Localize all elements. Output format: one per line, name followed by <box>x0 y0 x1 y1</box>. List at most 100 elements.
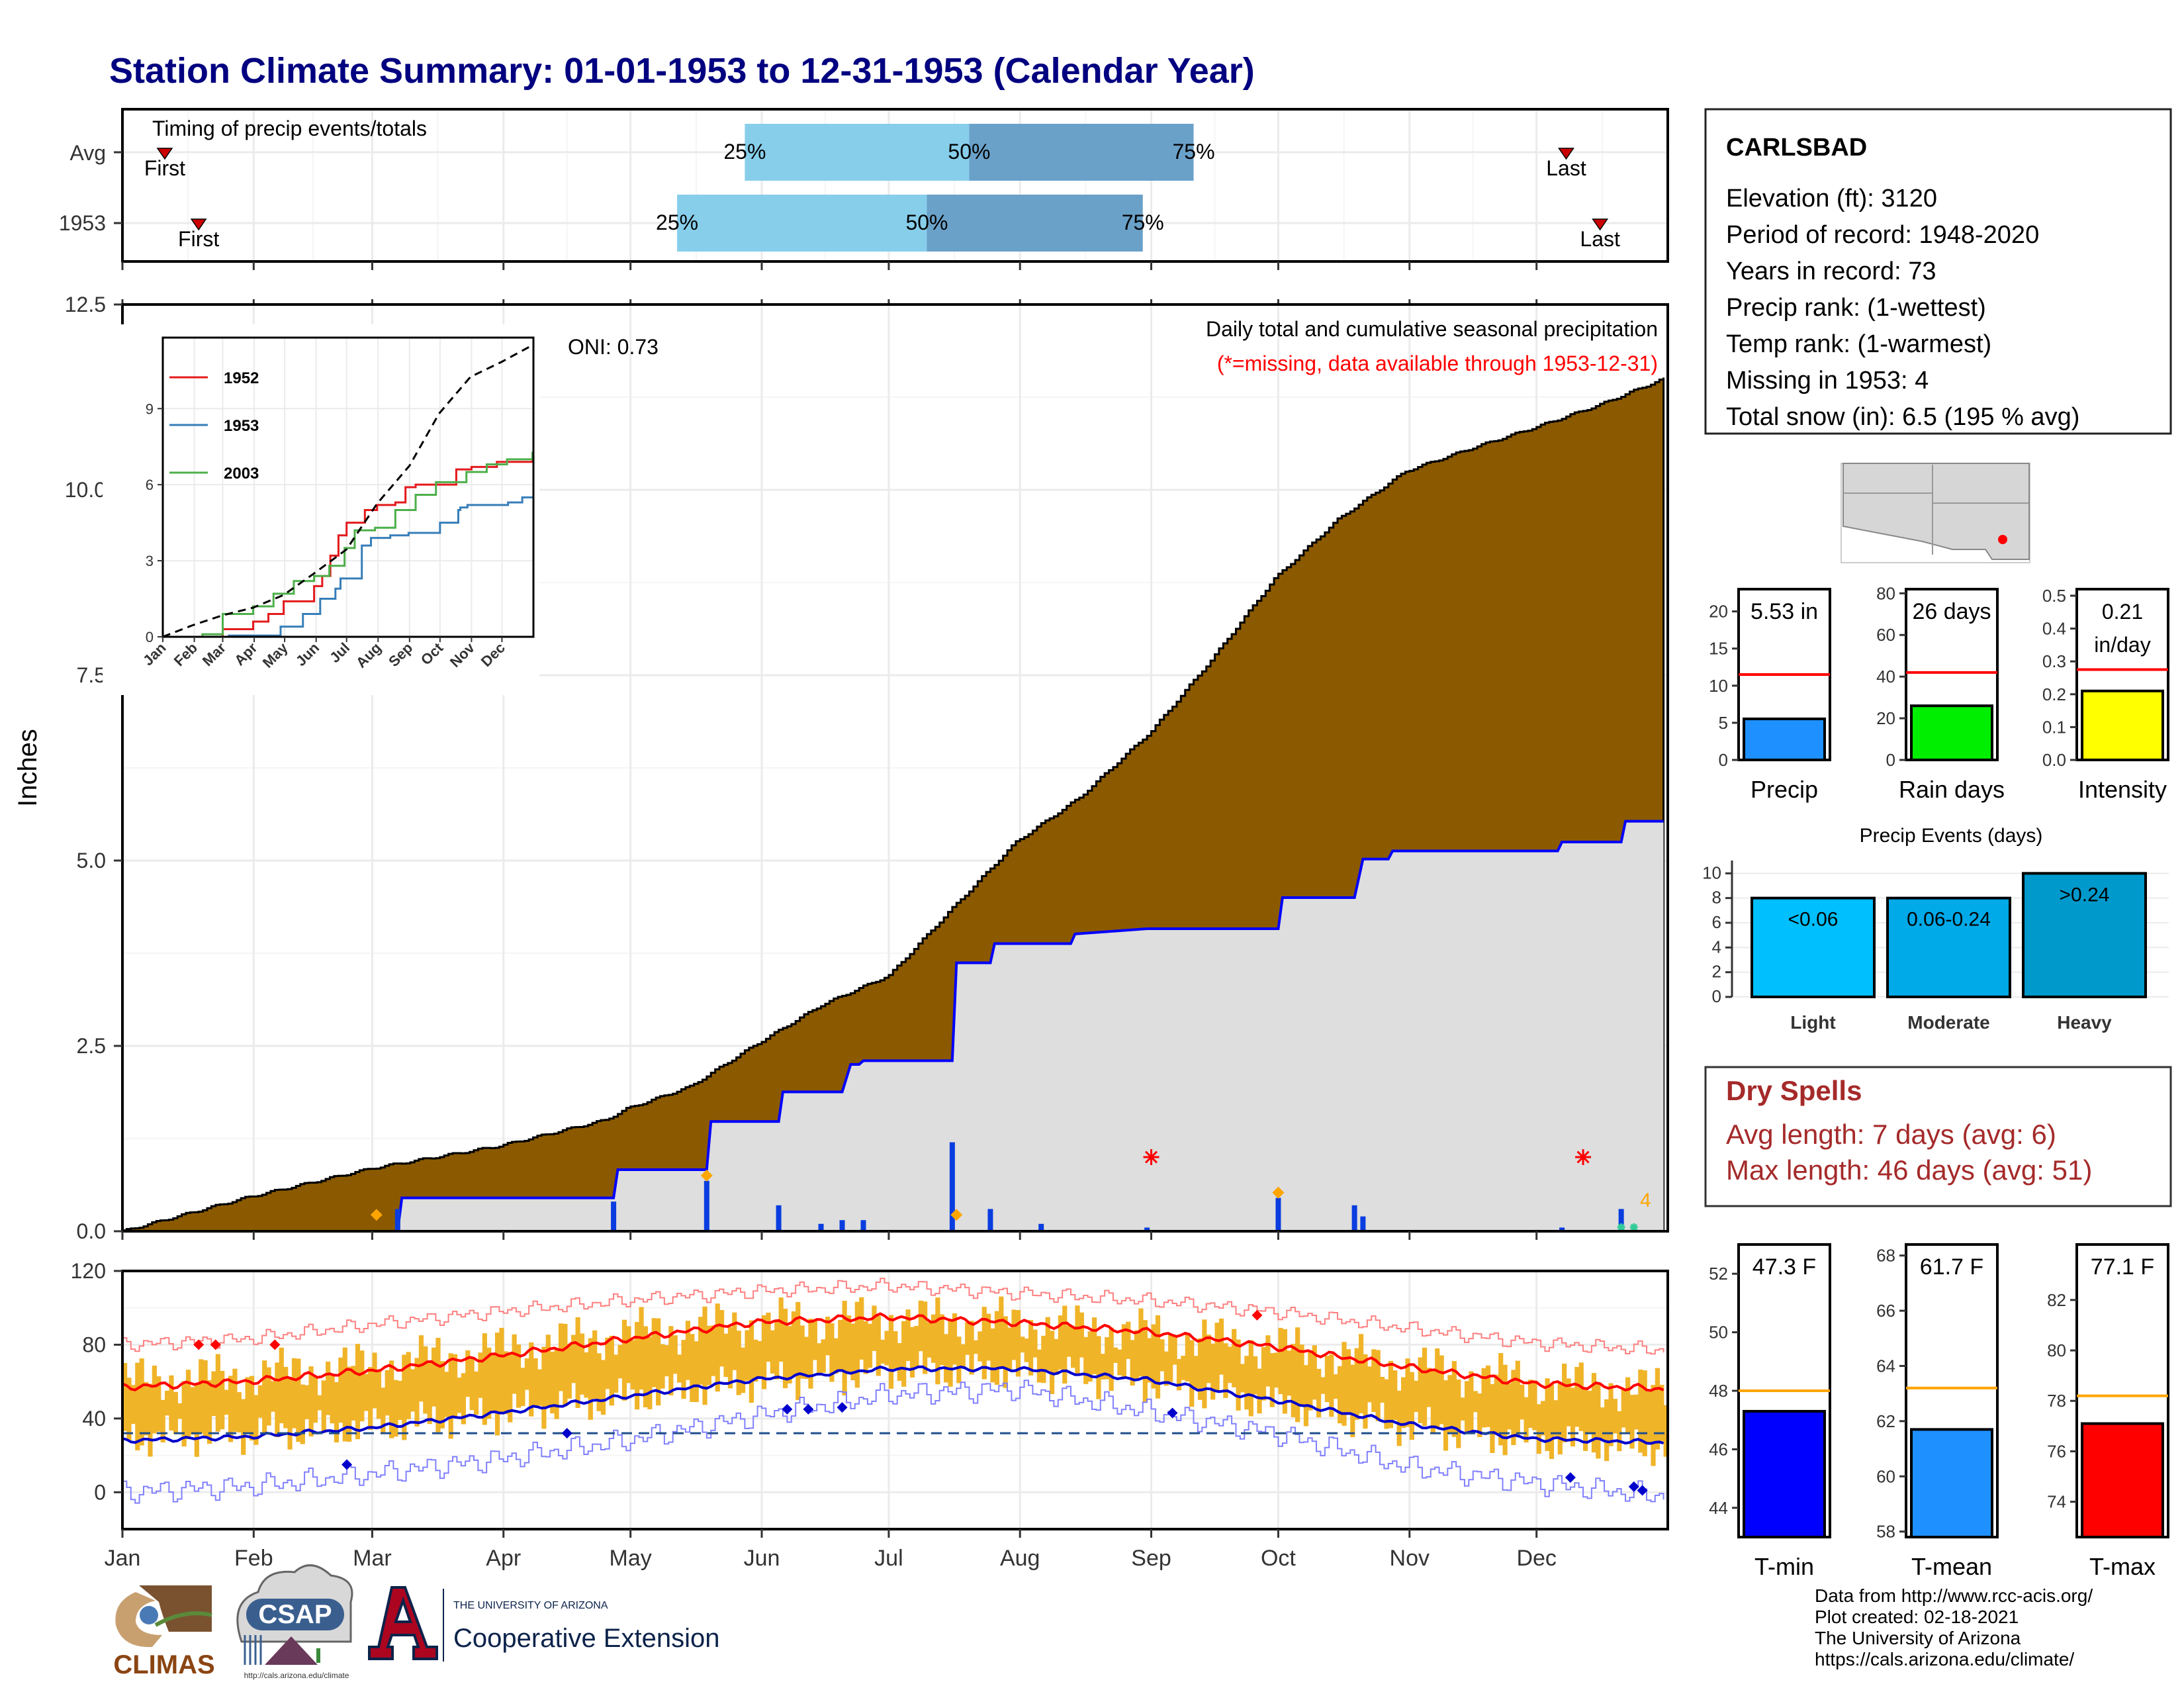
daily-temp-bar <box>199 1359 204 1434</box>
daily-temp-bar <box>766 1312 771 1362</box>
mini-ytick-label: 0 <box>1886 750 1895 770</box>
precip-annotation-missing: (*=missing, data available through 1953-… <box>1217 352 1658 375</box>
daily-temp-bar <box>194 1385 199 1457</box>
daily-temp-bar <box>423 1346 428 1414</box>
mini-chart-intensity-bars: 0.21 in/day 0.0 0.1 0.2 0.3 0.4 0.5 Intensity <box>2042 586 2169 803</box>
daily-temp-bar <box>215 1354 220 1432</box>
daily-temp-bar <box>126 1378 132 1441</box>
daily-temp-bar <box>1028 1320 1034 1376</box>
daily-precip-bar <box>1360 1216 1366 1231</box>
month-label: Jun <box>744 1546 780 1571</box>
record-low-marker <box>341 1459 353 1470</box>
daily-temp-bar <box>617 1344 623 1379</box>
daily-temp-bar <box>990 1328 995 1383</box>
daily-temp-bar <box>1282 1329 1288 1414</box>
mini-chart-tmin-box: 47.3 F 44 46 48 50 52 T-min <box>1709 1243 1831 1580</box>
daily-temp-bar <box>1562 1363 1567 1442</box>
daily-temp-bar <box>660 1344 665 1389</box>
daily-temp-bar <box>1096 1336 1101 1399</box>
daily-temp-bar <box>854 1301 860 1388</box>
daily-temp-bar <box>245 1377 250 1432</box>
daily-precip-bar <box>1351 1205 1357 1231</box>
daily-temp-bar <box>554 1349 559 1419</box>
daily-temp-bar <box>330 1375 335 1424</box>
daily-precip-bar <box>776 1205 782 1231</box>
daily-temp-bar <box>173 1391 178 1434</box>
climas-mark-leaf <box>154 1611 212 1627</box>
extreme-precip-marker <box>700 1169 713 1182</box>
daily-temp-bar <box>152 1365 157 1434</box>
daily-temp-bar <box>203 1360 208 1437</box>
daily-temp-bar <box>1541 1401 1546 1436</box>
daily-temp-bar <box>393 1380 398 1437</box>
station-box: CARLSBAD Elevation (ft): 3120 Period of … <box>1704 108 2172 435</box>
daily-temp-bar <box>770 1330 775 1374</box>
map-borders <box>1843 465 2029 555</box>
daily-temp-bar <box>1036 1349 1042 1383</box>
timing-bar-50-75 <box>969 124 1194 181</box>
daily-temp-bar <box>224 1389 229 1415</box>
daily-temp-bar <box>1109 1327 1114 1391</box>
inset-ytick-label: 0 <box>146 629 154 645</box>
daily-temp-bar <box>482 1333 487 1425</box>
daily-temp-bar <box>1574 1366 1580 1427</box>
daily-temp-bar <box>448 1353 453 1439</box>
missing-marker <box>1629 1223 1638 1231</box>
record-low-marker <box>782 1403 793 1415</box>
daily-temp-bar <box>533 1358 538 1407</box>
daily-temp-bar <box>490 1354 496 1413</box>
daily-temp-bar <box>1316 1368 1322 1418</box>
daily-temp-bar <box>452 1354 458 1417</box>
daily-temp-bar <box>1257 1368 1262 1414</box>
daily-precip-bar <box>704 1180 709 1231</box>
inset-lines <box>162 344 533 638</box>
daily-temp-bar <box>1024 1338 1029 1362</box>
precip-ylabel: Inches <box>13 729 42 807</box>
daily-precip-bar <box>860 1220 866 1231</box>
daily-temp-bar <box>1638 1369 1643 1453</box>
credit-line-university: The University of Arizona <box>1815 1628 2021 1648</box>
daily-temp-bar <box>1388 1360 1393 1429</box>
daily-temp-bar <box>1265 1335 1271 1387</box>
record-min-line <box>122 1380 1664 1504</box>
daily-temp-bar <box>1532 1380 1537 1430</box>
locator-map <box>1841 463 2030 563</box>
daily-temp-bar <box>1075 1305 1080 1376</box>
daily-temp-bar <box>999 1296 1004 1368</box>
daily-temp-bar <box>973 1340 979 1354</box>
daily-temp-bar <box>427 1362 432 1425</box>
daily-temp-bar <box>817 1343 822 1374</box>
daily-temp-bar <box>461 1373 466 1425</box>
csap-badge <box>246 1599 344 1630</box>
daily-temp-bar <box>1126 1321 1131 1359</box>
daily-temp-bar <box>1236 1339 1241 1411</box>
mini-ytick-label: 20 <box>1709 602 1728 622</box>
temp-ytick-label: 120 <box>71 1259 106 1283</box>
daily-temp-bar <box>169 1375 174 1430</box>
events-ytick-label: 6 <box>1712 912 1721 932</box>
mini-value-label: 0.21 <box>2102 600 2143 624</box>
timing-q75-label: 75% <box>1172 140 1214 164</box>
daily-temp-bar <box>253 1395 259 1445</box>
precip-frame <box>121 303 1669 1233</box>
daily-temp-bar <box>1451 1361 1457 1437</box>
missing-marker-stroke <box>1576 1150 1590 1164</box>
daily-temp-bar <box>300 1384 305 1444</box>
daily-precip-bar <box>1144 1227 1150 1231</box>
daily-temp-bar <box>351 1366 356 1421</box>
daily-temp-bar <box>478 1352 483 1398</box>
daily-temp-bar <box>677 1354 682 1383</box>
daily-temp-bar <box>1515 1360 1520 1438</box>
temp-daily-bars <box>122 1296 1668 1466</box>
station-location-dot <box>1998 535 2007 544</box>
daily-temp-bar <box>1350 1364 1355 1438</box>
daily-temp-bar <box>1379 1376 1385 1403</box>
daily-temp-bar <box>965 1322 970 1355</box>
daily-temp-bar <box>291 1358 297 1429</box>
timing-q25-label: 25% <box>723 140 766 164</box>
daily-temp-bar <box>228 1376 234 1442</box>
daily-temp-bar <box>270 1381 276 1412</box>
daily-temp-bar <box>668 1326 674 1395</box>
mini-ytick-label: 76 <box>2047 1441 2066 1461</box>
daily-temp-bar <box>1032 1329 1038 1358</box>
